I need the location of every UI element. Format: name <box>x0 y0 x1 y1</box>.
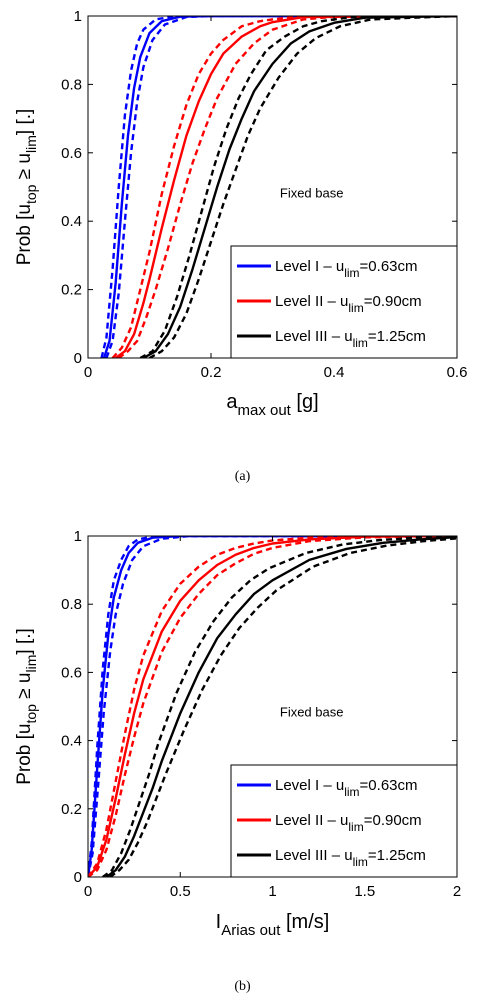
legend-entry-sub: lim <box>348 301 363 315</box>
x-tick-label: 1 <box>268 883 276 900</box>
x-axis-label-sub: max out <box>237 402 291 419</box>
y-tick-label: 1 <box>74 528 82 545</box>
annotation-label: Fixed base <box>280 705 344 720</box>
y-axis-label-part: ] [.] <box>14 628 35 654</box>
legend-entry-name: Level I – u <box>275 258 344 275</box>
x-axis-label: amax out [g] <box>226 391 318 419</box>
x-tick-label: 0.6 <box>447 364 468 381</box>
y-axis-label-part: ] [.] <box>14 109 35 135</box>
chart-panel-1: 0 0.2 0.4 0.6 0 0.2 0.4 0.6 0.8 1 Fixed base amax o… <box>14 8 467 484</box>
legend-entry-3: Level III – ulim=1.25cm <box>275 328 426 350</box>
series-1-bound-2 <box>88 536 457 877</box>
y-axis-label: Prob [utop ≥ ulim] [.] <box>14 109 39 266</box>
legend-entry-suffix: =0.63cm <box>360 258 418 275</box>
series-1-line <box>102 16 457 358</box>
y-tick-label: 0 <box>74 350 82 367</box>
x-tick-label: 2 <box>453 883 461 900</box>
legend-entry-suffix: =1.25cm <box>368 328 426 345</box>
y-axis-label-sub: lim <box>23 655 39 673</box>
legend-entry-suffix: =0.90cm <box>364 812 422 829</box>
y-tick-label: 0.8 <box>61 596 82 613</box>
x-axis-label-main: a <box>226 391 238 413</box>
legend-entry-sub: lim <box>348 820 363 834</box>
y-axis-label-sub: top <box>23 704 39 724</box>
series-2-line <box>88 536 457 877</box>
x-axis-label-unit: [m/s] <box>280 911 329 933</box>
y-tick-label: 0.6 <box>61 145 82 162</box>
figure-caption: (a) <box>235 469 251 484</box>
y-axis-label: Prob [utop ≥ ulim] [.] <box>14 628 39 785</box>
legend-entry-suffix: =0.90cm <box>364 293 422 310</box>
legend-entry-name: Level II – u <box>275 812 348 829</box>
legend-entry-sub: lim <box>353 336 368 350</box>
series-2-line <box>114 16 457 358</box>
series-group <box>88 536 457 877</box>
y-tick-label: 0.8 <box>61 76 82 93</box>
x-axis-label-sub: Arias out <box>221 922 281 939</box>
y-tick-label: 0.2 <box>61 282 82 299</box>
legend-entry-suffix: =1.25cm <box>368 847 426 864</box>
y-axis-label-part: Prob [u <box>14 724 35 785</box>
y-axis-label-part: Prob [u <box>14 204 35 265</box>
series-group <box>100 16 457 358</box>
legend-entry-name: Level I – u <box>275 777 344 794</box>
series-3-bound-2 <box>109 537 457 877</box>
y-tick-label: 0 <box>74 869 82 886</box>
legend-entry-sub: lim <box>353 855 368 869</box>
legend-entry-suffix: =0.63cm <box>360 777 418 794</box>
series-3-bound-1 <box>102 536 457 877</box>
legend-entry-3: Level III – ulim=1.25cm <box>275 847 426 869</box>
x-axis-label-unit: [g] <box>291 391 319 413</box>
y-axis-label-part: ≥ u <box>14 673 35 705</box>
y-tick-label: 1 <box>74 8 82 25</box>
y-axis-label-part: ≥ u <box>14 153 35 185</box>
y-tick-label: 0.4 <box>61 733 82 750</box>
legend-entry-1: Level I – ulim=0.63cm <box>275 777 418 799</box>
y-axis-label-sub: top <box>23 184 39 204</box>
legend-entry-name: Level III – u <box>275 328 353 345</box>
legend-entry-1: Level I – ulim=0.63cm <box>275 258 418 280</box>
legend-entry-name: Level II – u <box>275 293 348 310</box>
y-axis-label-sub: lim <box>23 135 39 153</box>
x-tick-label: 0.5 <box>170 883 191 900</box>
series-3-line <box>142 16 457 358</box>
legend-entry-2: Level II – ulim=0.90cm <box>275 812 422 834</box>
series-2-bound-1 <box>111 16 457 358</box>
figure-caption: (b) <box>234 979 251 994</box>
legend-entry-name: Level III – u <box>275 847 353 864</box>
series-3-line <box>105 536 457 877</box>
x-tick-label: 1.5 <box>354 883 375 900</box>
y-tick-label: 0.6 <box>61 664 82 681</box>
x-axis-label-main: I <box>216 911 222 933</box>
annotation-label: Fixed base <box>280 185 344 200</box>
series-2-bound-1 <box>88 536 457 877</box>
x-tick-label: 0.2 <box>201 364 222 381</box>
y-tick-label: 0.2 <box>61 801 82 818</box>
x-axis-label: IArias out [m/s] <box>216 911 330 939</box>
y-tick-label: 0.4 <box>61 213 82 230</box>
legend-entry-sub: lim <box>344 266 359 280</box>
x-tick-label: 0.4 <box>324 364 345 381</box>
series-1-line <box>88 536 457 877</box>
series-3-bound-2 <box>148 16 457 358</box>
series-3-bound-1 <box>139 16 457 358</box>
series-1-bound-1 <box>88 536 457 877</box>
legend-entry-sub: lim <box>344 785 359 799</box>
x-tick-label: 0 <box>84 364 92 381</box>
chart-panel-2: 0 0.5 1 1.5 2 0 0.2 0.4 0.6 0.8 1 Fixed base IArias … <box>14 528 461 994</box>
legend-entry-2: Level II – ulim=0.90cm <box>275 293 422 315</box>
x-tick-label: 0 <box>84 883 92 900</box>
